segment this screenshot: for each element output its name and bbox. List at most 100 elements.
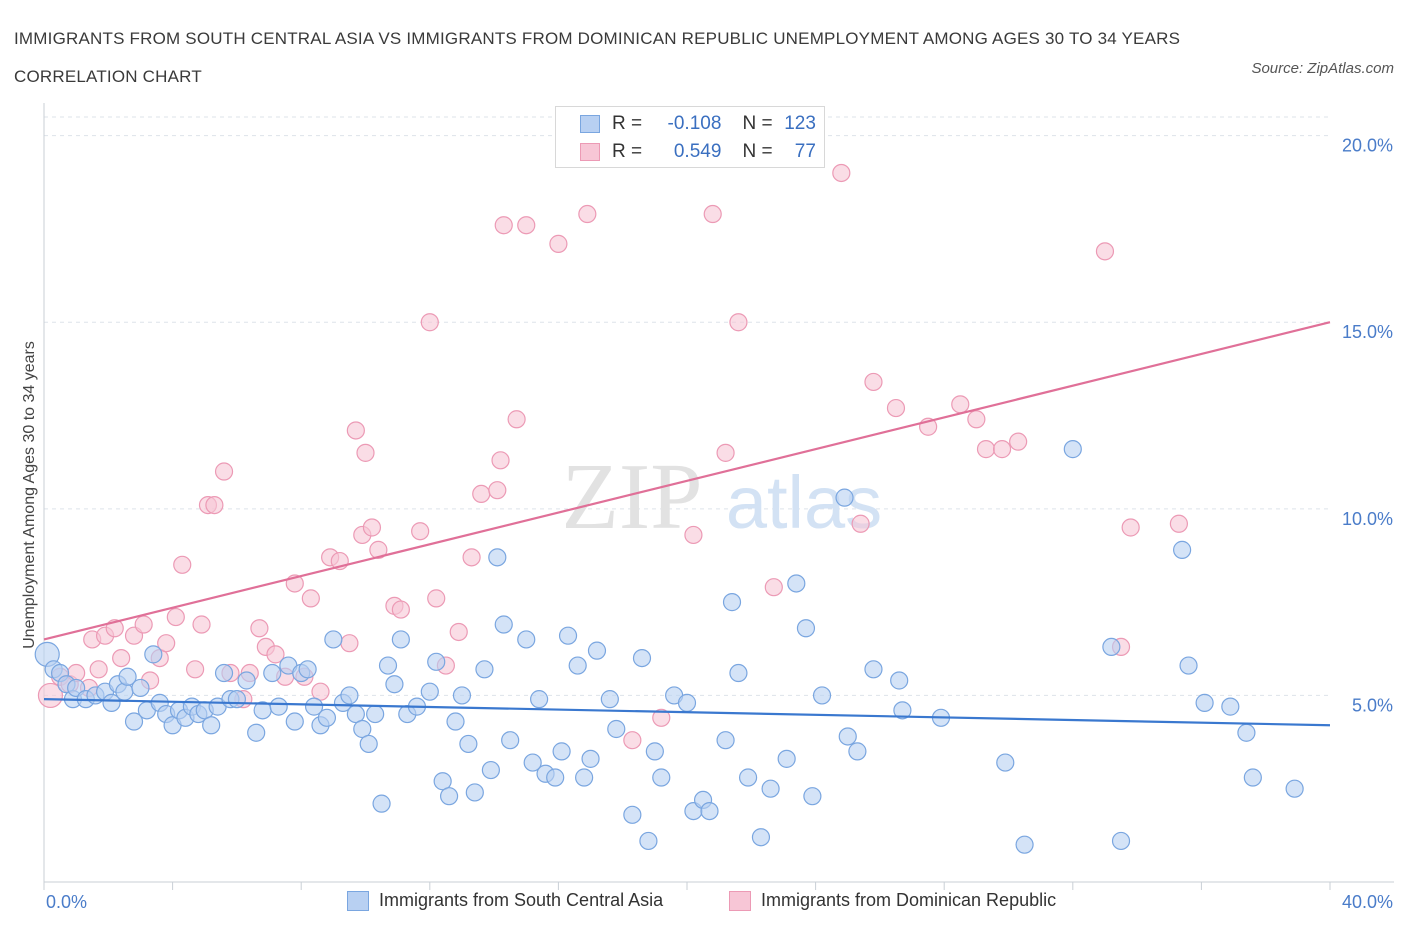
data-point [587,641,607,660]
legend-item-dominican-republic[interactable]: Immigrants from Dominican Republic [729,890,1056,911]
data-point [266,645,285,664]
data-point [549,234,568,253]
data-point [546,768,565,787]
data-point [439,787,459,806]
data-point [157,634,176,653]
legend-row-pink: R = 0.549 N = 77 [580,139,816,165]
data-point [317,708,337,727]
grid-lines [44,116,1330,696]
data-point [356,443,375,462]
data-point [1095,242,1115,261]
data-point [378,656,398,675]
data-point [568,656,587,675]
trend-lines [43,321,1331,727]
data-point [893,701,912,720]
data-point [247,723,266,742]
data-point [890,671,909,690]
data-point [1169,514,1188,533]
data-point [366,704,385,724]
data-point [738,768,758,787]
data-point [427,652,446,671]
data-point [420,682,439,701]
data-point [652,708,671,727]
data-point [812,686,832,705]
data-point [452,686,472,705]
y-tick-label: 20.0% [1342,136,1393,156]
data-point [494,615,513,634]
data-point [89,660,108,679]
data-point [729,663,748,683]
data-point [751,828,771,847]
data-point [391,600,410,619]
data-point [851,514,870,533]
data-point [298,660,317,679]
legend-n-value: 123 [784,113,816,134]
data-point [494,216,513,235]
data-point [716,443,735,462]
data-point [131,678,150,698]
data-point [652,768,671,787]
data-point [729,313,748,332]
watermark-zip: ZIP [562,445,703,549]
data-point [886,398,906,418]
data-point [144,645,163,664]
data-point [369,540,388,559]
data-point [507,410,526,429]
x-tick-label-max: 40.0% [1342,892,1393,912]
data-point [475,660,494,679]
data-point [124,712,144,731]
data-point [227,690,246,709]
data-point [263,663,282,683]
data-point [623,731,642,750]
data-point [761,779,780,798]
data-point [864,660,883,679]
data-point [722,593,742,612]
data-point [639,831,658,851]
data-point [491,451,510,470]
data-point [1243,768,1262,787]
data-point [1195,693,1214,712]
legend-label-dominican-republic: Immigrants from Dominican Republic [761,890,1057,910]
data-point [340,686,359,705]
trend-line-dominican-republic [43,321,1331,641]
data-point [703,204,722,224]
data-point [996,753,1015,772]
data-point [237,671,256,690]
data-point [173,555,192,574]
legend-n-value: 77 [794,141,816,162]
data-point [359,734,378,754]
data-point [1111,831,1131,851]
data-point [1285,779,1304,798]
data-point [134,615,153,634]
data-point [459,734,478,754]
data-point [285,712,304,731]
data-point [1237,723,1256,742]
data-point [1121,518,1140,537]
data-point [1015,835,1034,854]
data-point [716,731,735,750]
data-point [462,548,481,567]
legend-item-south-central-asia[interactable]: Immigrants from South Central Asia [347,890,663,911]
data-point [472,484,491,504]
legend-r-value: -0.108 [667,113,722,134]
legend-r-label: R = [612,141,643,162]
data-point [864,372,883,392]
data-point [488,548,507,567]
tick-labels: 5.0% 10.0% 15.0% 20.0% 0.0% 40.0% [46,136,1393,912]
data-point [552,742,571,761]
data-point [385,675,404,694]
data-point [202,716,221,735]
y-tick-label: 15.0% [1342,322,1393,342]
legend-label-south-central-asia: Immigrants from South Central Asia [379,890,664,910]
data-point [1173,540,1192,559]
data-point [575,768,594,787]
series-dominican-republic-points [37,163,1188,750]
data-point [578,204,597,224]
data-point [607,719,626,739]
y-tick-label: 5.0% [1352,695,1393,715]
data-point [301,589,320,608]
data-point [112,648,131,668]
data-point [1063,440,1082,459]
data-point [517,630,536,649]
data-point [530,690,549,709]
